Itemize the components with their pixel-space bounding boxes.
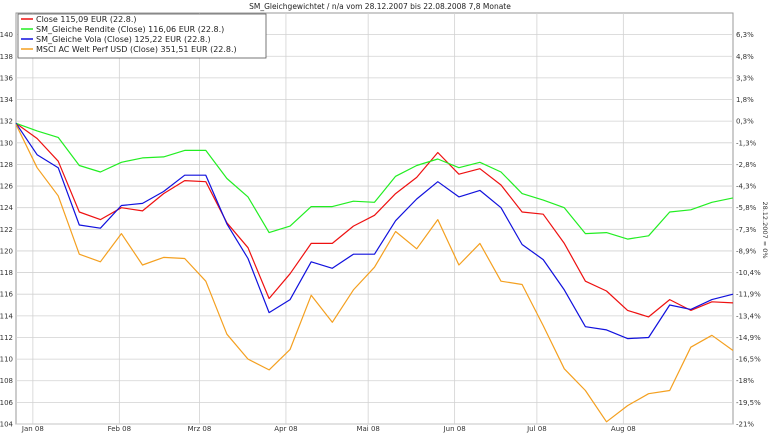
y-tick-label: 130 — [0, 139, 13, 147]
y-tick-label: 118 — [0, 269, 13, 277]
y-tick-label: 110 — [0, 356, 13, 364]
right-axis-label: 28.12.2007 = 0% — [761, 201, 769, 258]
right-tick-label: -5,8% — [736, 204, 757, 212]
plot-area — [15, 12, 734, 425]
y-tick-label: 134 — [0, 96, 14, 104]
right-tick-label: 4,8% — [736, 53, 754, 61]
y-tick-label: 140 — [0, 31, 13, 39]
right-tick-label: 1,8% — [736, 96, 754, 104]
y-tick-label: 116 — [0, 291, 14, 299]
y-tick-label: 108 — [0, 377, 13, 385]
right-tick-label: -1,3% — [736, 139, 757, 147]
right-tick-label: -18% — [736, 377, 754, 385]
y-tick-label: 104 — [0, 421, 14, 429]
right-tick-label: -16,5% — [736, 356, 761, 364]
y-tick-label: 124 — [0, 204, 14, 212]
right-tick-label: -14,9% — [736, 334, 761, 342]
right-tick-label: -8,9% — [736, 247, 757, 255]
chart-title: SM_Gleichgewichtet / n/a vom 28.12.2007 … — [249, 2, 511, 11]
right-tick-label: -11,9% — [736, 291, 761, 299]
x-tick-label: Jun 08 — [443, 425, 466, 433]
y-tick-label: 114 — [0, 312, 14, 320]
legend-entry: SM_Gleiche Vola (Close) 125,22 EUR (22.8… — [36, 35, 211, 44]
legend-box — [17, 13, 267, 59]
x-tick-label: Mrz 08 — [188, 425, 212, 433]
legend: Close 115,09 EUR (22.8.)SM_Gleiche Rendi… — [17, 13, 267, 59]
right-tick-label: 3,3% — [736, 74, 754, 82]
x-tick-label: Apr 08 — [274, 425, 297, 433]
series-line-2 — [15, 122, 734, 240]
right-tick-label: -13,4% — [736, 312, 761, 320]
right-tick-label: -19,5% — [736, 399, 761, 407]
legend-entry: MSCI AC Welt Perf USD (Close) 351,51 EUR… — [36, 45, 237, 54]
y-tick-label: 132 — [0, 118, 13, 126]
x-tick-label: Feb 08 — [108, 425, 132, 433]
series-line-3 — [15, 122, 734, 340]
right-tick-label: -4,3% — [736, 183, 757, 191]
series-line-1 — [15, 122, 734, 318]
right-tick-label: -21% — [736, 421, 754, 429]
y-tick-label: 126 — [0, 183, 14, 191]
y-tick-label: 136 — [0, 74, 14, 82]
series-lines — [15, 122, 734, 423]
legend-entry: Close 115,09 EUR (22.8.) — [36, 15, 136, 24]
right-tick-label: 0,3% — [736, 118, 754, 126]
right-tick-label: -10,4% — [736, 269, 761, 277]
series-line-4 — [15, 124, 734, 423]
y-tick-label: 112 — [0, 334, 13, 342]
x-tick-label: Jan 08 — [21, 425, 44, 433]
x-tick-label: Mai 08 — [356, 425, 379, 433]
plot-frame — [15, 12, 734, 425]
y-tick-label: 120 — [0, 247, 13, 255]
left-axis-ticks: 104 106 108 110 112 114 116 118 120 122 124 126 128 1… — [0, 31, 14, 428]
y-tick-label: 122 — [0, 226, 13, 234]
y-tick-label: 138 — [0, 53, 13, 61]
right-tick-label: -7,3% — [736, 226, 757, 234]
x-axis-ticks: Jan 08 Feb 08 Mrz 08 Apr 08 Mai 08 Jun 08 Jul … — [21, 425, 636, 433]
right-tick-label: 6,3% — [736, 31, 754, 39]
y-tick-label: 106 — [0, 399, 14, 407]
y-tick-label: 128 — [0, 161, 13, 169]
x-tick-label: Jul 08 — [526, 425, 547, 433]
x-tick-label: Aug 08 — [611, 425, 636, 433]
right-tick-label: -2,8% — [736, 161, 757, 169]
gridlines — [16, 13, 733, 425]
right-axis-ticks: 6,3% 4,8% 3,3% 1,8% 0,3% -1,3% -2,8% -4,3% -5,8%… — [736, 31, 761, 428]
legend-entry: SM_Gleiche Rendite (Close) 116,06 EUR (2… — [36, 25, 224, 34]
